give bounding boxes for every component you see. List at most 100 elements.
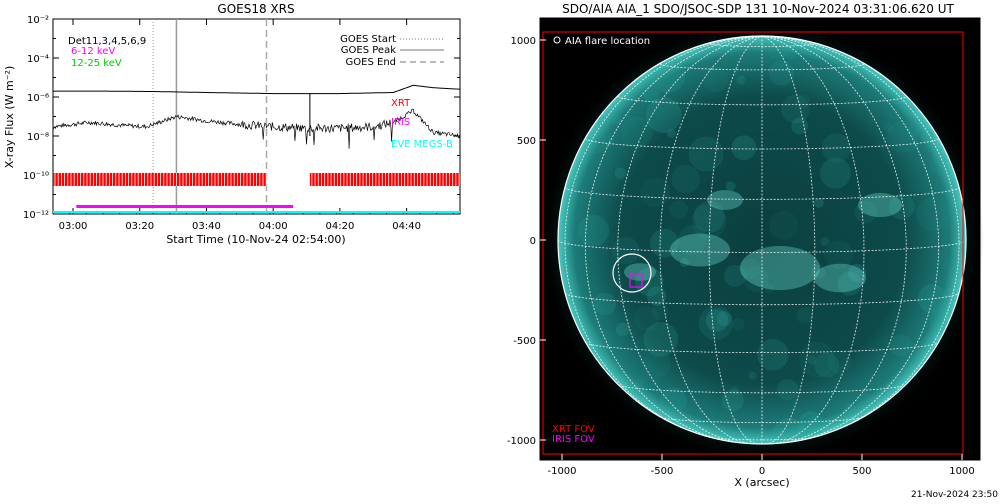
- x-tick-label: 03:20: [125, 221, 154, 232]
- image-x-tick-label: -1000: [547, 466, 576, 477]
- texture-blob: [640, 177, 670, 208]
- legend-flare-label: AIA flare location: [565, 36, 650, 47]
- texture-blob: [577, 214, 610, 247]
- image-x-tick-label: 0: [759, 466, 765, 477]
- longitude-line: [761, 36, 865, 444]
- longitude-line: [761, 36, 940, 443]
- chart-legend: GOES Start GOES Peak GOES End: [340, 34, 444, 68]
- texture-blob: [799, 341, 836, 378]
- image-y-tick-label: -500: [513, 336, 536, 347]
- texture-blob: [671, 164, 700, 194]
- texture-blob: [628, 83, 639, 94]
- texture-blob: [814, 352, 840, 378]
- longitude-line: [584, 36, 763, 443]
- texture-blob: [705, 309, 729, 332]
- x-tick-label: 04:40: [392, 221, 421, 232]
- latitude-line: [659, 63, 865, 71]
- texture-blob: [650, 57, 686, 93]
- texture-blob: [688, 136, 724, 172]
- texture-blob: [807, 355, 817, 365]
- texture-blob: [721, 389, 744, 412]
- texture-blob: [781, 94, 810, 124]
- y-axis-label: X-ray Flux (W m⁻²): [3, 66, 16, 168]
- texture-blob: [848, 263, 867, 283]
- texture-blob: [781, 41, 800, 59]
- texture-blob: [693, 201, 726, 233]
- texture-blob: [614, 167, 627, 179]
- image-x-axis-label: X (arcsec): [734, 476, 789, 489]
- texture-blob: [820, 237, 830, 246]
- flare-location-marker: [612, 253, 652, 293]
- texture-blob: [666, 129, 676, 138]
- texture-blob: [748, 371, 757, 380]
- texture-blob: [768, 210, 799, 241]
- longitude-line: [708, 36, 763, 444]
- texture-blob: [698, 305, 733, 341]
- longitude-line: [761, 36, 960, 439]
- texture-blob: [716, 311, 732, 327]
- texture-blob: [883, 122, 893, 132]
- texture-blob: [611, 236, 640, 265]
- latitude-line: [710, 437, 814, 441]
- footer-timestamp: 21-Nov-2024 23:50: [911, 490, 998, 500]
- longitude-line: [761, 36, 816, 444]
- image-title: SDO/AIA AIA_1 SDO/JSOC-SDP 131 10-Nov-20…: [562, 2, 954, 16]
- image-y-tick-label: 500: [517, 136, 536, 147]
- y-tick-label: 10⁻⁸: [27, 132, 49, 143]
- xrt-label: XRT: [391, 98, 411, 109]
- iris-label: IRIS: [391, 117, 410, 128]
- texture-blob: [669, 200, 689, 219]
- eve-label: EVE MEGS-B: [391, 139, 453, 150]
- active-region: [624, 263, 656, 281]
- texture-blob: [843, 403, 857, 417]
- active-region: [707, 190, 743, 210]
- active-region: [670, 233, 730, 267]
- texture-blob: [739, 258, 761, 280]
- image-x-tick-label: -500: [651, 466, 674, 477]
- texture-blob: [906, 126, 920, 139]
- texture-blob: [888, 193, 915, 220]
- texture-blob: [837, 271, 862, 296]
- image-y-tick-label: 1000: [511, 36, 536, 47]
- texture-blob: [901, 100, 917, 116]
- texture-blob: [731, 135, 757, 161]
- latitude-line: [660, 416, 864, 423]
- image-y-tick-label: 0: [530, 236, 536, 247]
- series-short-channel: [53, 108, 460, 149]
- texture-blob: [824, 240, 853, 269]
- texture-blob: [791, 117, 809, 135]
- x-tick-label: 03:00: [59, 221, 88, 232]
- coverage-bars: [53, 173, 460, 213]
- y-tick-label: 10⁻²: [27, 15, 49, 26]
- texture-blob: [725, 181, 736, 192]
- chart-title: GOES18 XRS: [217, 2, 294, 16]
- iris-fov-label: IRIS FOV: [552, 434, 595, 445]
- energy-label-low: 6-12 keV: [71, 46, 115, 57]
- texture-blob: [645, 97, 682, 134]
- xrt-coverage-bar: [309, 173, 460, 186]
- latitude-line: [584, 138, 940, 150]
- texture-blob: [796, 306, 813, 324]
- longitude-line: [659, 36, 763, 444]
- y-tick-label: 10⁻¹⁰: [23, 171, 49, 182]
- texture-blob: [925, 132, 935, 141]
- texture-blob: [814, 198, 824, 208]
- texture-blob: [646, 286, 667, 306]
- texture-blob: [768, 60, 795, 86]
- texture-blob: [610, 113, 622, 125]
- texture-blob: [929, 153, 954, 177]
- texture-blob: [743, 266, 769, 293]
- texture-blob: [643, 322, 679, 357]
- texture-blob: [703, 66, 729, 93]
- image-x-tick-label: 500: [852, 466, 871, 477]
- image-x-tick-label: 1000: [949, 466, 974, 477]
- aia-image-panel: SDO/AIA AIA_1 SDO/JSOC-SDP 131 10-Nov-20…: [507, 2, 984, 489]
- legend-goes-start: GOES Start: [340, 34, 396, 45]
- texture-blob: [736, 75, 746, 85]
- texture-blob: [642, 349, 671, 378]
- texture-blob: [920, 128, 934, 143]
- texture-blob: [620, 116, 653, 149]
- latitude-line: [564, 292, 960, 306]
- goes-xrs-panel: GOES18 XRS 10⁻¹² 10⁻¹⁰ 10⁻⁸ 10⁻⁶ 10⁻⁴ 10⁻² 03…: [3, 2, 461, 246]
